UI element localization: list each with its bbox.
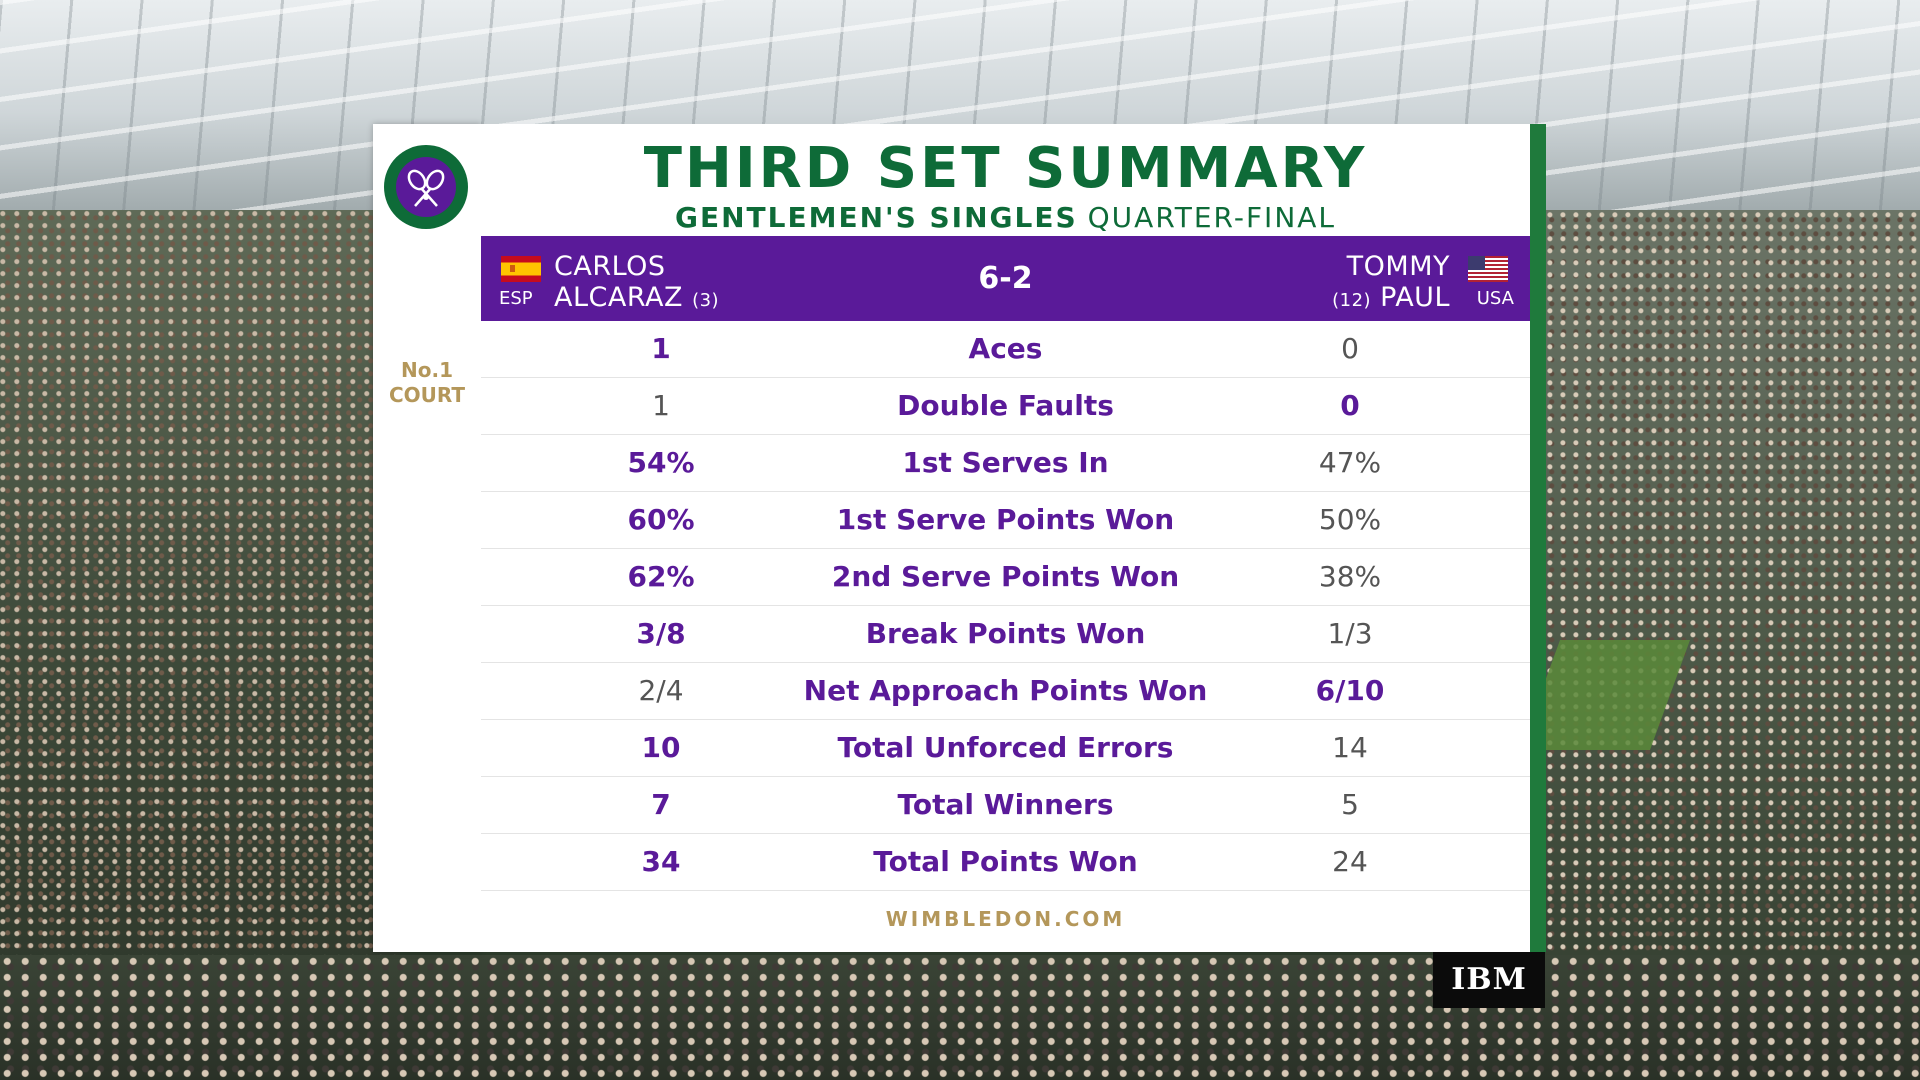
player1-country: ESP — [499, 288, 533, 309]
player1-stat-value: 7 — [651, 788, 671, 821]
stat-row: 54% 1st Serves In 47% — [481, 435, 1530, 492]
stat-label: 2nd Serve Points Won — [831, 560, 1180, 593]
event-name: GENTLEMEN'S SINGLES — [674, 201, 1078, 234]
stat-label: Aces — [968, 332, 1043, 365]
stat-label: 1st Serves In — [902, 446, 1109, 479]
player1-stat-value: 34 — [641, 845, 681, 878]
website-url: WIMBLEDON.COM — [885, 907, 1126, 931]
set-score: 6-2 — [978, 261, 1033, 296]
players-banner: ESP CARLOS ALCARAZ (3) 6-2 TOMMY (12) PA… — [481, 236, 1530, 321]
court-label: No.1 COURT — [373, 358, 481, 408]
stat-label: Total Points Won — [873, 845, 1138, 878]
stat-label: 1st Serve Points Won — [836, 503, 1175, 536]
player1-stat-value: 60% — [627, 503, 695, 536]
stat-row: 34 Total Points Won 24 — [481, 834, 1530, 891]
player1-stat-value: 10 — [641, 731, 681, 764]
usa-flag-icon — [1468, 256, 1508, 282]
stat-label: Net Approach Points Won — [803, 674, 1208, 707]
player1-seed: (3) — [692, 290, 720, 311]
player1-stat-value: 2/4 — [638, 674, 684, 707]
player2-seed: (12) — [1332, 290, 1372, 311]
player2-stat-value: 6/10 — [1315, 674, 1385, 707]
player2-stat-value: 0 — [1340, 389, 1360, 422]
player2-stat-value: 38% — [1318, 560, 1382, 593]
player2-country: USA — [1476, 288, 1514, 309]
round-name: QUARTER-FINAL — [1087, 201, 1337, 234]
panel-subtitle: GENTLEMEN'S SINGLES QUARTER-FINAL — [481, 199, 1530, 237]
stat-row: 10 Total Unforced Errors 14 — [481, 720, 1530, 777]
stat-label: Total Unforced Errors — [837, 731, 1174, 764]
player2-stat-value: 50% — [1318, 503, 1382, 536]
stat-row: 7 Total Winners 5 — [481, 777, 1530, 834]
player2-first-name: TOMMY — [1346, 251, 1450, 282]
accent-strip — [1530, 124, 1546, 952]
player2-stat-value: 1/3 — [1327, 617, 1373, 650]
panel-title: THIRD SET SUMMARY — [643, 136, 1368, 201]
stats-table: 1 Aces 0 1 Double Faults 0 54% 1st Serves In 47%… — [481, 321, 1530, 891]
player2-stat-value: 47% — [1318, 446, 1382, 479]
player1-last-name: ALCARAZ — [554, 282, 683, 313]
venue-panel: No.1 COURT — [373, 124, 481, 952]
court-word: COURT — [388, 383, 466, 407]
player2-stat-value: 5 — [1341, 788, 1359, 821]
player2-stat-value: 14 — [1332, 731, 1368, 764]
stat-row: 60% 1st Serve Points Won 50% — [481, 492, 1530, 549]
spain-flag-icon — [501, 256, 541, 282]
player1-stat-value: 62% — [627, 560, 695, 593]
player1-stat-value: 54% — [627, 446, 695, 479]
stat-label: Total Winners — [897, 788, 1114, 821]
stat-label: Double Faults — [897, 389, 1114, 422]
court-number: No.1 — [401, 358, 453, 382]
stat-row: 1 Aces 0 — [481, 321, 1530, 378]
player1-stat-value: 1 — [651, 332, 671, 365]
player1-stat-value: 3/8 — [636, 617, 686, 650]
player1-last-name-line: ALCARAZ (3) — [554, 282, 719, 316]
player2-last-name-line: (12) PAUL — [1332, 282, 1450, 316]
wimbledon-logo-icon — [384, 145, 468, 229]
player2-stat-value: 24 — [1332, 845, 1368, 878]
stat-row: 62% 2nd Serve Points Won 38% — [481, 549, 1530, 606]
player2-last-name: PAUL — [1380, 282, 1450, 313]
stat-label: Break Points Won — [865, 617, 1146, 650]
player2-stat-value: 0 — [1341, 332, 1359, 365]
player1-stat-value: 1 — [652, 389, 670, 422]
crowd-bottom — [0, 955, 1920, 1080]
player1-first-name: CARLOS — [554, 251, 666, 282]
sponsor-logo: IBM — [1433, 952, 1545, 1008]
stat-row: 1 Double Faults 0 — [481, 378, 1530, 435]
crowd-left — [0, 210, 400, 1080]
stat-row: 3/8 Break Points Won 1/3 — [481, 606, 1530, 663]
stat-row: 2/4 Net Approach Points Won 6/10 — [481, 663, 1530, 720]
stats-panel: THIRD SET SUMMARY GENTLEMEN'S SINGLES QUA… — [481, 124, 1530, 952]
